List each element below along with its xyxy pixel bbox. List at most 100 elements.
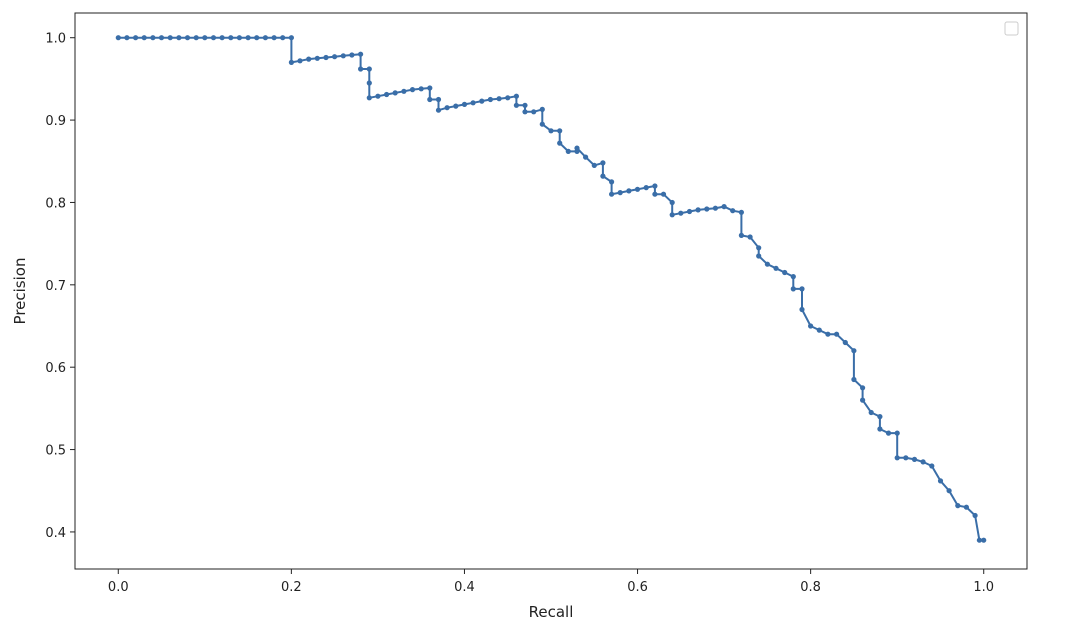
pr-curve-point [976,537,983,543]
legend-box [1004,21,1019,36]
pr-curve-point [678,210,684,216]
x-tick-label: 0.6 [627,580,648,595]
pr-curve-point [799,306,805,313]
pr-curve-point [314,55,320,61]
y-axis-label: Precision [11,258,29,325]
y-tick-label: 0.9 [45,114,66,129]
pr-curve-point [712,205,719,211]
pr-curve-point [288,35,294,41]
x-tick-label: 0.2 [281,580,302,595]
pr-curve-point [470,100,476,106]
pr-curve-point [643,185,649,191]
pr-curve-point [851,376,857,383]
pr-curve-point [842,339,848,346]
pr-curve-point [868,409,874,416]
pr-curve-point [557,128,563,134]
pr-curve-point [219,35,225,41]
pr-curve-point [834,331,840,337]
pr-curve-point [392,90,398,96]
pr-curve-point [158,35,165,41]
pr-curve-point [756,245,762,251]
y-tick-label: 0.6 [45,361,66,376]
pr-curve-point [609,179,615,185]
pr-curve-point [946,488,952,494]
pr-curve-point [660,191,667,197]
y-tick-label: 0.4 [45,526,66,541]
pr-curve-point [505,95,511,101]
pr-curve-point [860,397,866,403]
x-tick-label: 0.0 [108,580,129,595]
pr-curve-point [600,160,606,166]
pr-curve-point [617,190,623,196]
pr-curve-point [306,56,312,62]
pr-curve-point [210,35,217,41]
pr-curve-point [730,208,736,214]
pr-curve-point [340,53,346,59]
x-axis-label: Recall [529,603,574,621]
pr-curve-point [427,85,433,91]
x-tick-label: 0.8 [800,580,821,595]
pr-curve-point [539,121,545,127]
pr-curve-point [782,269,788,276]
plot-frame [74,12,1028,570]
pr-curve-point [721,204,727,210]
pr-curve-point [427,96,433,103]
pr-curve-point [877,414,883,420]
pr-curve-point [444,105,450,111]
pr-curve-point [981,537,987,543]
pr-curve-point [574,145,580,151]
pr-curve-point [548,128,554,134]
pr-curve-point [756,253,762,259]
pr-curve-point [245,35,251,41]
pr-curve-point [583,154,589,160]
y-tick-label: 1.0 [45,32,66,47]
pr-curve-point [409,87,416,93]
pr-curve-point [513,102,520,108]
pr-curve-point [375,93,381,99]
pr-curve-point [911,456,918,462]
x-tick-label: 1.0 [973,580,994,595]
pr-curve-point [600,173,606,179]
pr-curve-line [118,36,984,542]
marks-layer [115,35,987,543]
pr-curve-point [496,96,502,102]
pr-curve-point [358,66,364,72]
pr-curve-point [115,35,121,41]
pr-curve-point [885,430,892,436]
pr-curve-point [799,286,805,292]
pr-curve-point [937,478,944,484]
pr-curve-point [652,183,658,189]
pr-curve-point [323,54,329,61]
pr-curve-point [557,140,563,146]
pr-curve-point [401,88,407,94]
pr-curve-point [773,265,779,271]
pr-curve-point [487,96,493,103]
pr-curve-point [384,91,390,98]
pr-curve-point [184,35,191,41]
y-tick-label: 0.8 [45,196,66,211]
pr-curve-point [825,331,831,337]
pr-curve-point [236,35,242,41]
pr-curve-point [539,106,545,112]
pr-curve-point [634,186,641,192]
pr-curve-point [297,58,303,64]
pr-curve-point [262,35,268,41]
pr-curve-point [790,274,796,280]
pr-curve-point [894,455,900,461]
pr-curve-point [851,348,857,354]
pr-curve-point [366,80,372,86]
pr-curve-point [894,430,900,436]
pr-curve-point [522,102,528,108]
pr-curve-point [860,385,866,391]
pr-curve-point [453,103,459,109]
pr-curve-point [695,207,701,213]
pr-curve-point [150,35,156,41]
pr-curve-point [280,35,286,41]
pr-curve-point [133,35,139,41]
pr-curve-point [176,35,182,41]
pr-curve-point [808,323,814,329]
pr-curve-point [955,503,961,509]
pr-curve-point [513,93,520,99]
